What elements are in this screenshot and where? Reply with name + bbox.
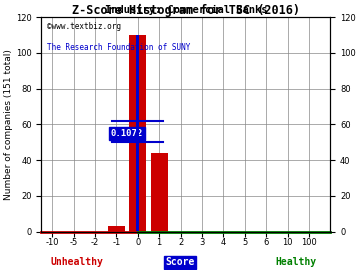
Bar bbox=[129, 35, 146, 232]
Text: ©www.textbiz.org: ©www.textbiz.org bbox=[47, 22, 121, 31]
Title: Z-Score Histogram for TSC (2016): Z-Score Histogram for TSC (2016) bbox=[72, 4, 300, 17]
Text: Industry: Commercial Banks: Industry: Commercial Banks bbox=[105, 5, 267, 15]
Text: The Research Foundation of SUNY: The Research Foundation of SUNY bbox=[47, 43, 190, 52]
Text: Unhealthy: Unhealthy bbox=[50, 257, 103, 267]
Text: Score: Score bbox=[165, 257, 195, 267]
Bar bbox=[136, 35, 139, 232]
Bar bbox=[108, 226, 125, 232]
Y-axis label: Number of companies (151 total): Number of companies (151 total) bbox=[4, 49, 13, 200]
Bar bbox=[150, 153, 168, 232]
Text: Healthy: Healthy bbox=[276, 257, 317, 267]
Text: Score: Score bbox=[165, 257, 195, 267]
Text: 0.1072: 0.1072 bbox=[111, 129, 143, 138]
